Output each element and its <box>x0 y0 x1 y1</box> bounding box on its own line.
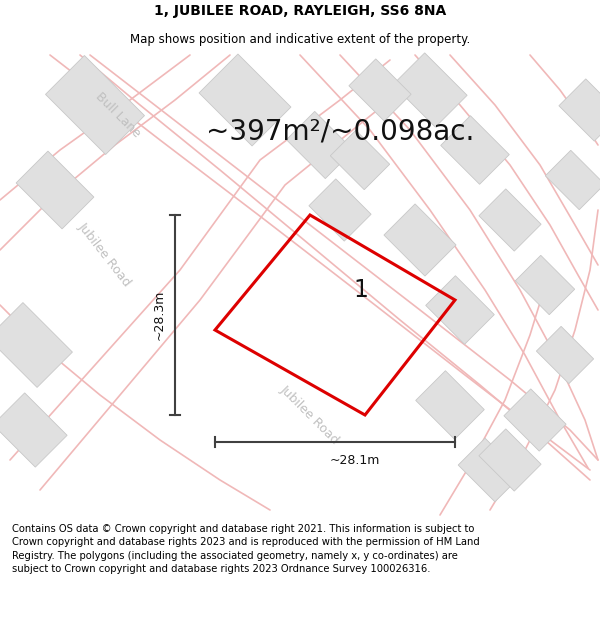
Polygon shape <box>504 389 566 451</box>
Text: Contains OS data © Crown copyright and database right 2021. This information is : Contains OS data © Crown copyright and d… <box>12 524 480 574</box>
Polygon shape <box>309 179 371 241</box>
Text: Bull Lane: Bull Lane <box>93 90 143 140</box>
Polygon shape <box>536 326 593 384</box>
Polygon shape <box>515 255 575 315</box>
Text: 1: 1 <box>354 278 368 302</box>
Text: 1, JUBILEE ROAD, RAYLEIGH, SS6 8NA: 1, JUBILEE ROAD, RAYLEIGH, SS6 8NA <box>154 4 446 18</box>
Polygon shape <box>384 204 456 276</box>
Polygon shape <box>393 53 467 127</box>
Polygon shape <box>441 116 509 184</box>
Polygon shape <box>559 79 600 141</box>
Polygon shape <box>416 371 484 439</box>
Polygon shape <box>286 111 353 179</box>
Text: Map shows position and indicative extent of the property.: Map shows position and indicative extent… <box>130 32 470 46</box>
Text: ~28.3m: ~28.3m <box>152 290 166 340</box>
Text: Jubilee Road: Jubilee Road <box>278 383 342 447</box>
Text: Jubilee Road: Jubilee Road <box>76 221 134 289</box>
Polygon shape <box>426 276 494 344</box>
Polygon shape <box>479 189 541 251</box>
Polygon shape <box>46 56 145 154</box>
Polygon shape <box>0 302 73 388</box>
Text: ~28.1m: ~28.1m <box>330 454 380 466</box>
Polygon shape <box>0 393 67 467</box>
Polygon shape <box>458 438 522 502</box>
Polygon shape <box>16 151 94 229</box>
Polygon shape <box>479 429 541 491</box>
Polygon shape <box>199 54 291 146</box>
Polygon shape <box>349 59 411 121</box>
Text: ~397m²/~0.098ac.: ~397m²/~0.098ac. <box>206 118 474 146</box>
Polygon shape <box>331 130 389 190</box>
Polygon shape <box>545 150 600 210</box>
